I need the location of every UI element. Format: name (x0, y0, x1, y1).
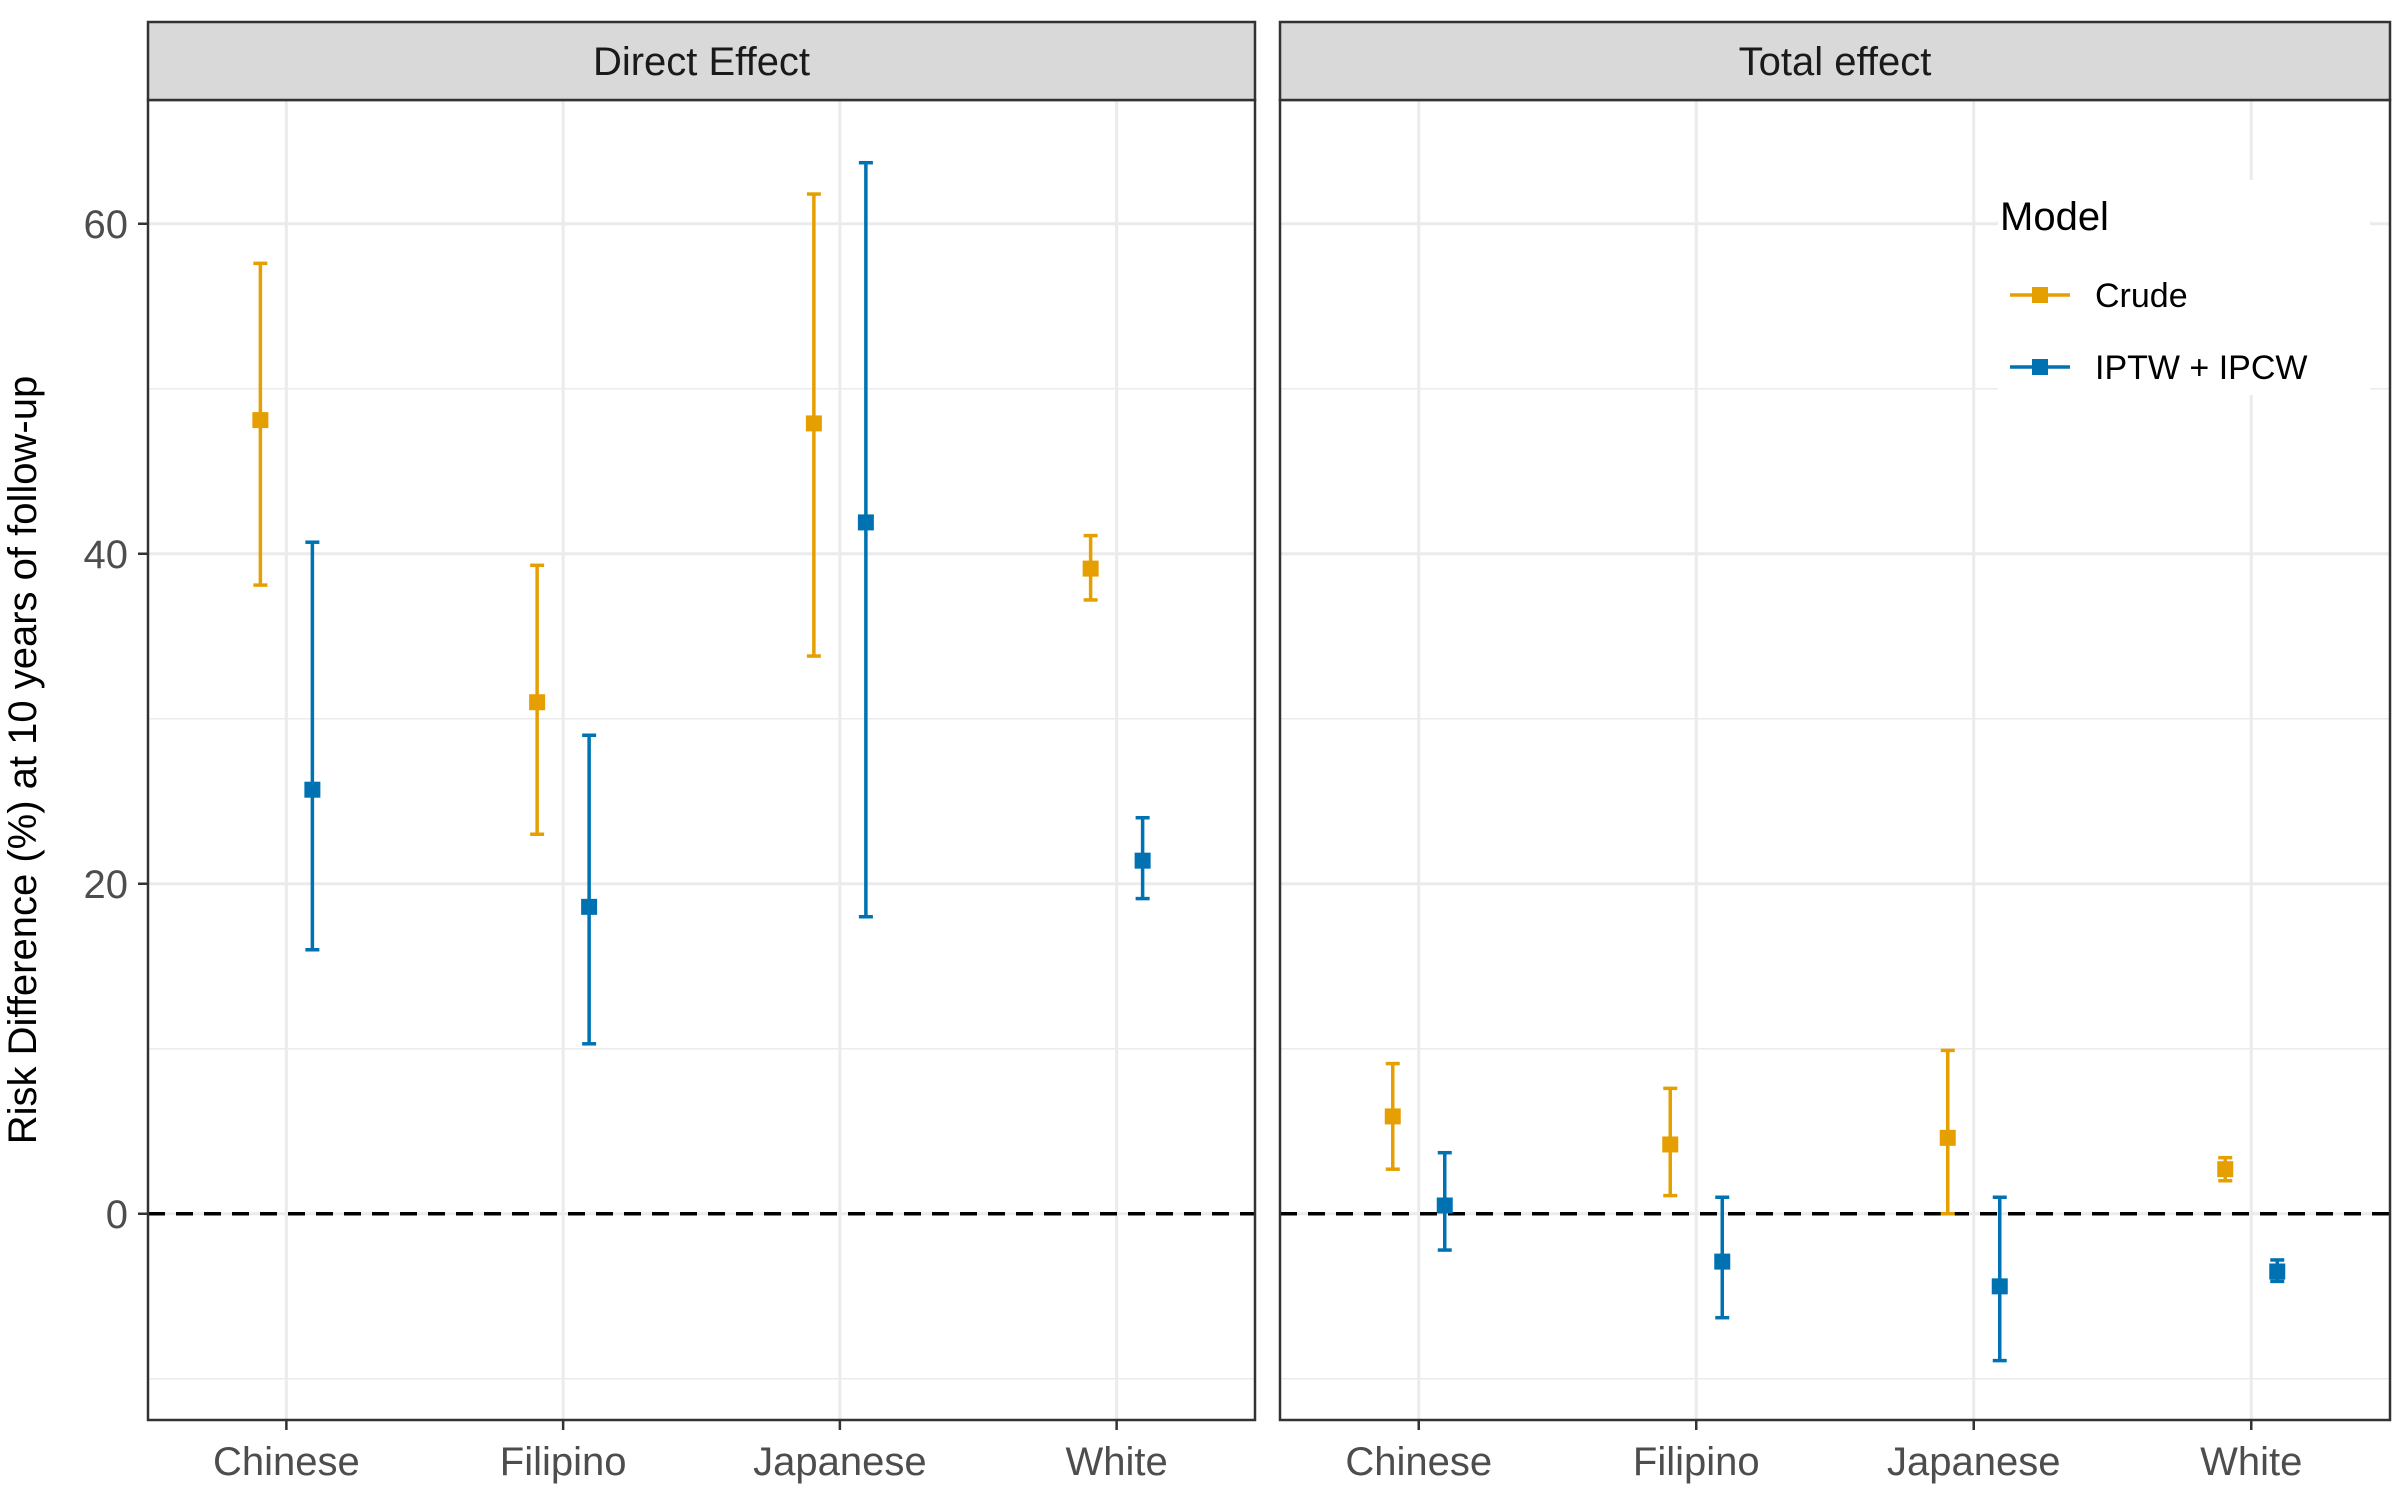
x-tick-label: Chinese (1345, 1440, 1492, 1484)
y-tick-label: 0 (106, 1193, 128, 1237)
x-tick-label: Filipino (500, 1440, 627, 1484)
x-tick-label: White (1066, 1440, 1168, 1484)
point-estimate-marker (1082, 560, 1099, 577)
facet-strip-title: Direct Effect (593, 40, 810, 84)
facet-strip-title: Total effect (1739, 40, 1932, 84)
facet-strip (1278, 20, 2392, 102)
point-estimate-marker (1662, 1136, 1679, 1153)
legend-entry-label: IPTW + IPCW (2095, 349, 2308, 387)
point-estimate-marker (1991, 1278, 2008, 1295)
point-estimate-marker (529, 694, 546, 711)
x-tick-label: Filipino (1633, 1440, 1760, 1484)
x-tick-label: Chinese (213, 1440, 360, 1484)
point-estimate-marker (581, 898, 598, 915)
point-estimate-marker (2269, 1263, 2286, 1280)
point-estimate-marker (1436, 1197, 1453, 1214)
y-axis-label: Risk Difference (%) at 10 years of follo… (1, 376, 45, 1144)
x-tick-label: Japanese (753, 1440, 926, 1484)
x-tick-label: Japanese (1887, 1440, 2060, 1484)
y-tick-label: 60 (84, 203, 129, 247)
y-tick-label: 40 (84, 533, 129, 577)
point-estimate-marker (1134, 852, 1151, 869)
y-tick-label: 20 (84, 863, 129, 907)
legend-key-marker (2032, 287, 2048, 303)
point-estimate-marker (1939, 1129, 1956, 1146)
legend-entry-label: Crude (2095, 277, 2188, 315)
point-estimate-marker (805, 415, 822, 432)
point-estimate-marker (252, 412, 269, 429)
point-estimate-marker (304, 781, 321, 798)
point-estimate-marker (1714, 1253, 1731, 1270)
legend-background (1998, 180, 2370, 395)
legend-title: Model (2000, 195, 2109, 239)
x-tick-label: White (2200, 1440, 2302, 1484)
point-estimate-marker (857, 514, 874, 531)
legend-key-marker (2032, 359, 2048, 375)
point-estimate-marker (2217, 1161, 2234, 1178)
point-estimate-marker (1384, 1108, 1401, 1125)
facet-strip (146, 20, 1257, 102)
panel-background (148, 100, 1255, 1420)
